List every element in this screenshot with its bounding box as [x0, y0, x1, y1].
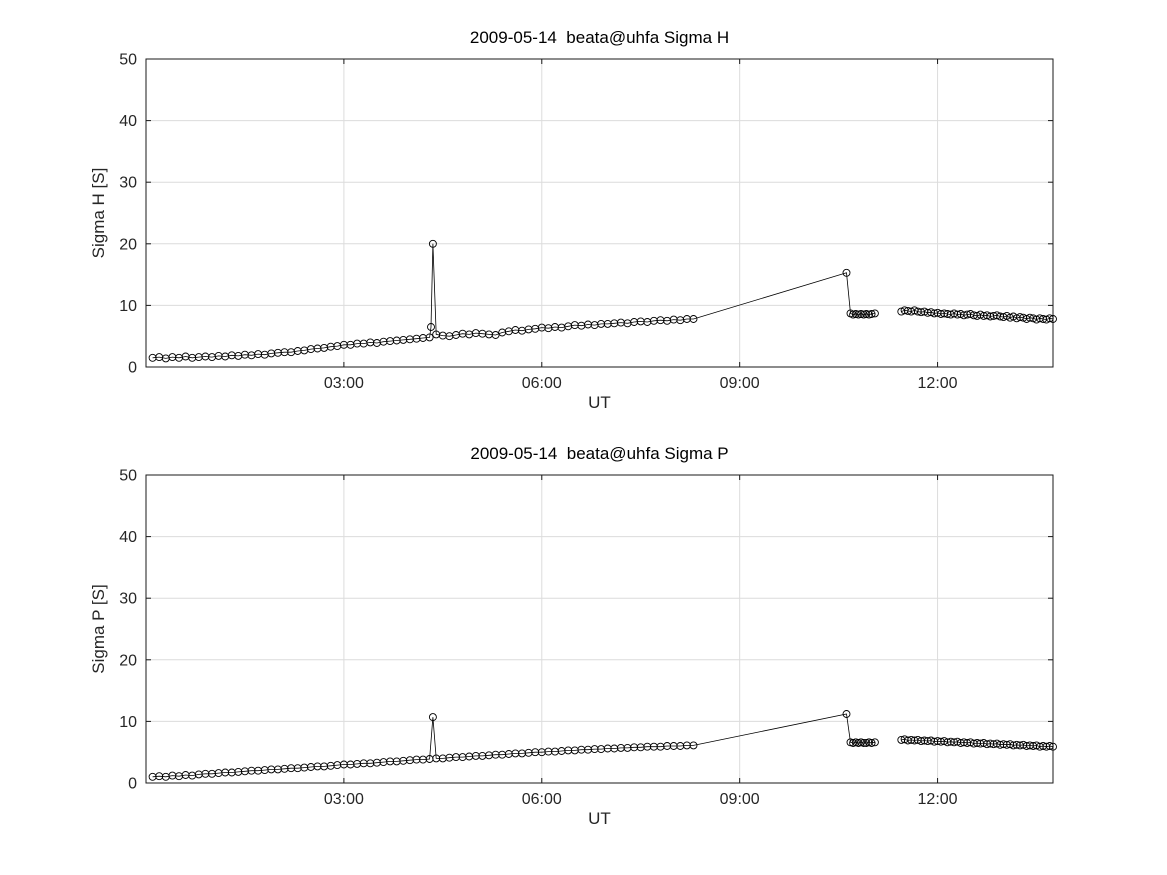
data-point: [857, 310, 865, 318]
data-point: [412, 755, 421, 764]
x-tick-label: 12:00: [918, 375, 958, 392]
series-line: [152, 243, 875, 359]
x-tick-label: 09:00: [720, 375, 760, 392]
x-axis-label-ut-top: UT: [588, 393, 611, 412]
y-tick-label: 40: [119, 529, 137, 546]
data-point: [425, 333, 434, 342]
data-point: [867, 310, 876, 318]
y-tick-label: 30: [119, 175, 137, 192]
data-point: [428, 239, 437, 248]
axes-box: [145, 474, 1054, 784]
data-point: [689, 315, 698, 323]
y-tick-label: 20: [119, 652, 137, 669]
data-point: [849, 310, 858, 319]
data-point: [953, 737, 962, 746]
y-tick-label: 10: [119, 714, 137, 731]
y-tick-label: 0: [128, 360, 137, 377]
data-point: [870, 738, 879, 747]
y-tick-label: 0: [128, 776, 137, 793]
data-point: [870, 309, 879, 318]
data-point: [590, 745, 599, 754]
data-point: [862, 310, 871, 318]
data-point: [953, 310, 962, 319]
x-tick-label: 06:00: [522, 375, 562, 392]
chart-title-sigma-h: 2009-05-14 beata@uhfa Sigma H: [469, 28, 730, 47]
data-point: [689, 741, 698, 750]
y-tick-label: 30: [119, 591, 137, 608]
y-tick-label: 50: [119, 468, 137, 485]
x-tick-label: 03:00: [324, 375, 364, 392]
data-point: [1045, 742, 1054, 750]
x-tick-label: 06:00: [522, 791, 562, 808]
data-point: [1049, 315, 1057, 323]
data-point: [1049, 742, 1057, 751]
data-point: [842, 268, 851, 277]
axes-box: [145, 58, 1054, 368]
data-point: [956, 739, 965, 747]
chart-sigma-h: 03:00 06:00 09:00 12:00 0 10 20 30 40 50: [119, 52, 1057, 392]
y-axis-label-sigma-h: Sigma H [S]: [89, 167, 108, 259]
x-tick-label: 12:00: [918, 791, 958, 808]
series-line: [152, 713, 875, 778]
y-tick-label: 20: [119, 236, 137, 253]
x-axis-label-ut-bottom: UT: [588, 809, 611, 828]
data-point: [842, 710, 851, 718]
y-tick-label: 10: [119, 298, 137, 315]
data-point: [412, 334, 421, 343]
y-axis-label-sigma-p: Sigma P [S]: [89, 584, 108, 674]
data-point: [867, 739, 876, 747]
data-point: [428, 713, 437, 722]
x-tick-label: 03:00: [324, 791, 364, 808]
data-point: [1045, 314, 1054, 323]
y-tick-label: 40: [119, 113, 137, 130]
y-tick-label: 50: [119, 52, 137, 69]
chart-title-sigma-p: 2009-05-14 beata@uhfa Sigma P: [470, 444, 729, 463]
data-point: [227, 768, 236, 777]
chart-sigma-p: 03:00 06:00 09:00 12:00 0 10 20 30 40 50: [119, 468, 1057, 808]
x-tick-label: 09:00: [720, 791, 760, 808]
data-point: [859, 739, 868, 747]
data-point: [227, 351, 236, 360]
data-point: [491, 331, 500, 339]
data-point: [427, 323, 435, 331]
